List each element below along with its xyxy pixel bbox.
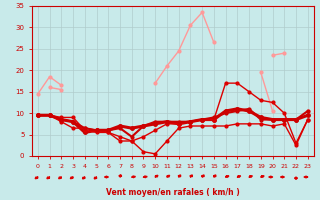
X-axis label: Vent moyen/en rafales ( km/h ): Vent moyen/en rafales ( km/h ): [106, 188, 240, 197]
